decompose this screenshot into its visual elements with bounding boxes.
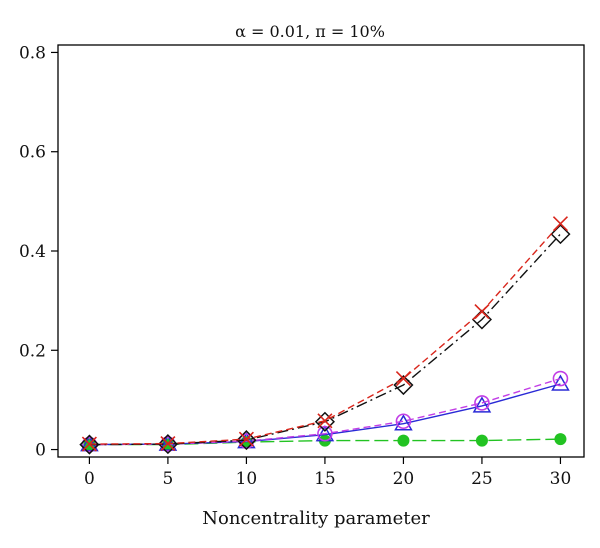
data-point — [550, 224, 571, 245]
data-point — [474, 303, 490, 320]
data-point — [395, 413, 412, 430]
data-point — [551, 374, 570, 391]
data-point — [474, 395, 490, 411]
x-tick-label: 20 — [393, 469, 415, 489]
series-diamond — [79, 224, 571, 455]
data-point — [79, 434, 100, 455]
y-tick-label: 0.2 — [19, 341, 46, 361]
data-point — [394, 414, 413, 431]
x-tick-label: 30 — [550, 469, 572, 489]
x-tick-label: 5 — [162, 469, 173, 489]
y-tick-label: 0.4 — [19, 242, 46, 262]
data-point — [238, 431, 254, 447]
data-point — [475, 434, 488, 447]
data-point — [552, 216, 569, 232]
data-point — [552, 370, 569, 387]
data-point — [236, 430, 257, 451]
y-tick-label: 0.6 — [19, 143, 46, 163]
data-point — [160, 436, 176, 452]
data-point — [397, 434, 410, 447]
y-tick-label: 0 — [35, 441, 46, 461]
series-circle-filled — [83, 433, 567, 451]
data-point — [157, 434, 178, 455]
chart-title: α = 0.01, π = 10% — [235, 22, 385, 41]
data-point — [554, 433, 567, 446]
series-layer — [79, 216, 571, 455]
x-tick-label: 25 — [471, 469, 493, 489]
data-point — [317, 425, 333, 442]
y-tick-label: 0.8 — [19, 43, 46, 63]
x-tick-label: 10 — [236, 469, 258, 489]
series-cross — [81, 216, 569, 452]
data-point — [395, 371, 411, 387]
axes: 0 5 10 15 20 25 30 0 0.2 0.4 0.6 0.8 — [19, 43, 571, 489]
x-axis-label: Noncentrality parameter — [202, 508, 430, 529]
data-point — [314, 411, 335, 432]
data-point — [472, 396, 492, 413]
data-point — [81, 436, 97, 452]
x-tick-label: 0 — [84, 469, 95, 489]
data-point — [317, 413, 333, 429]
x-tick-label: 15 — [314, 469, 336, 489]
